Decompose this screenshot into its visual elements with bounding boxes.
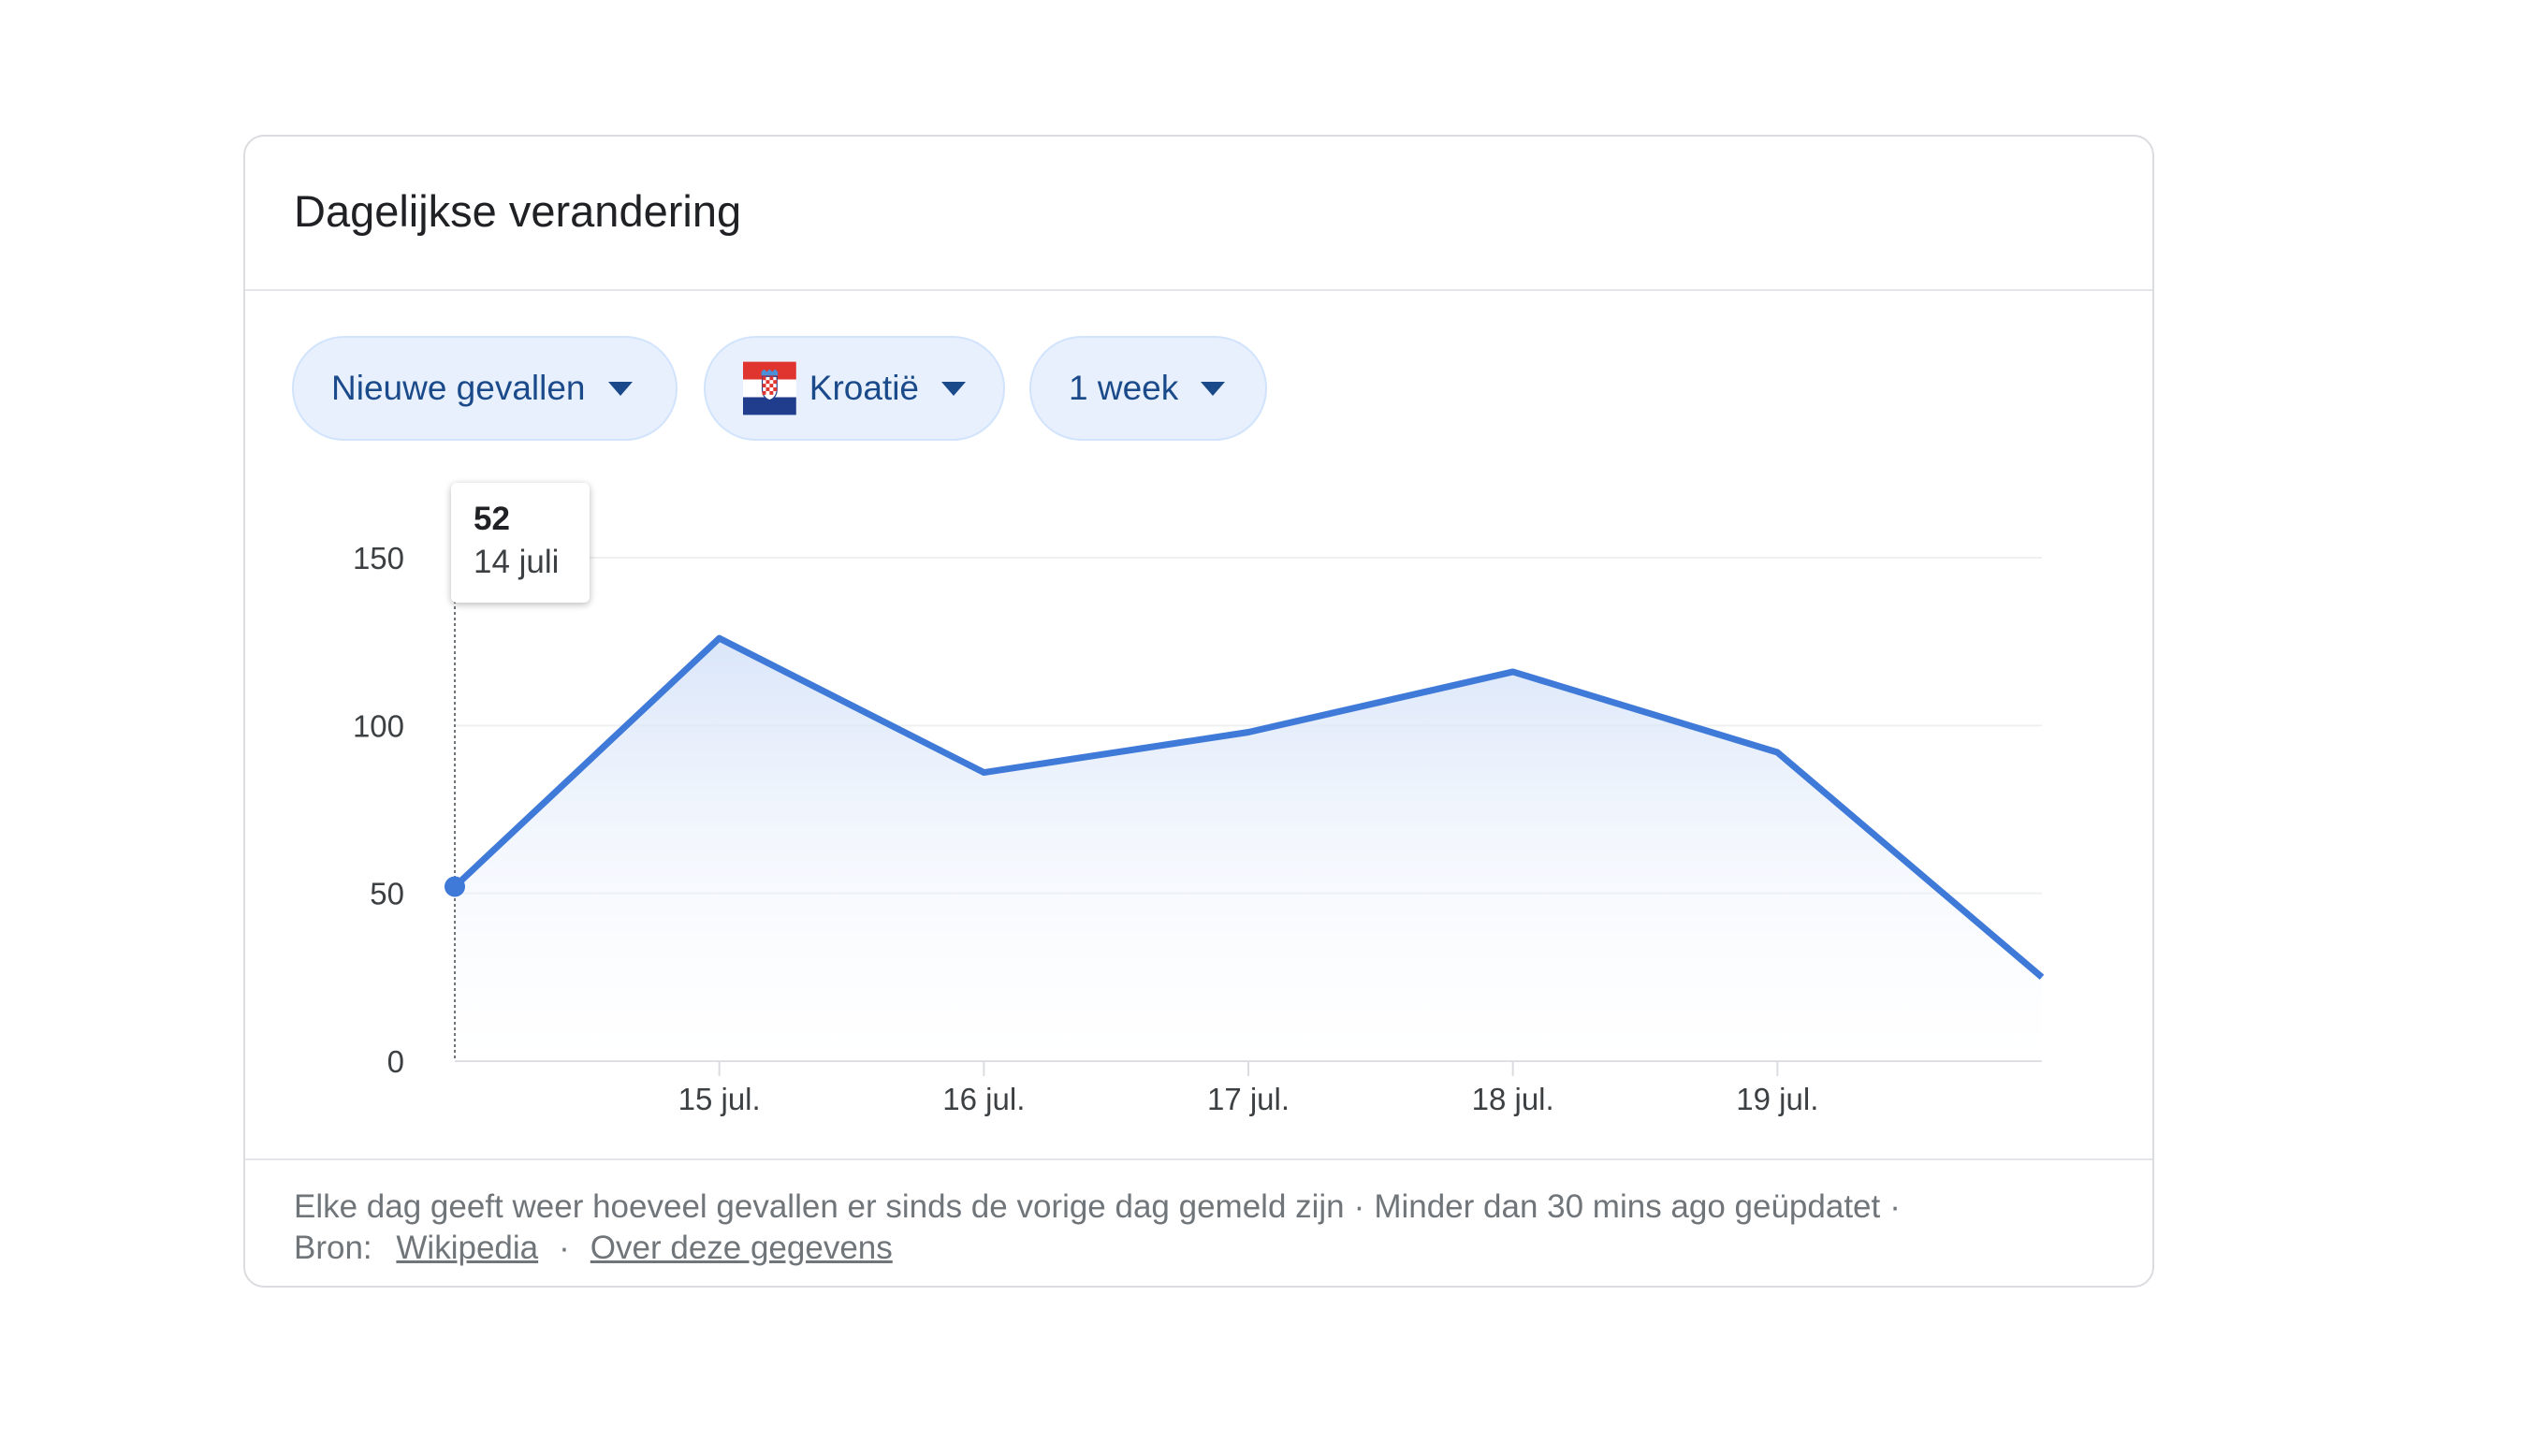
series-line bbox=[452, 634, 2045, 980]
chart-area[interactable]: 0 50 100 150 15 jul. 16 jul. 17 jul. 18 jul. 19… bbox=[245, 137, 2156, 1289]
chart-tooltip: 52 14 juli bbox=[451, 483, 590, 603]
range-dropdown[interactable]: 1 week bbox=[1029, 336, 1267, 441]
footer-separator: · bbox=[559, 1230, 570, 1266]
data-point[interactable] bbox=[970, 760, 997, 786]
x-tick-label: 15 jul. bbox=[678, 1082, 761, 1116]
x-tick-label: 16 jul. bbox=[942, 1082, 1025, 1116]
caret-down-icon bbox=[1201, 381, 1226, 396]
footer-updated: Minder dan 30 mins ago geüpdatet bbox=[1374, 1188, 1881, 1225]
x-tick-label: 18 jul. bbox=[1472, 1082, 1554, 1116]
metric-dropdown-label: Nieuwe gevallen bbox=[331, 369, 586, 407]
footer-source-label: Bron: bbox=[294, 1230, 372, 1266]
country-dropdown[interactable]: Kroatië bbox=[704, 336, 1005, 441]
metric-dropdown[interactable]: Nieuwe gevallen bbox=[292, 336, 678, 441]
y-tick-label: 100 bbox=[353, 708, 404, 743]
x-tick-label: 17 jul. bbox=[1207, 1082, 1290, 1116]
data-point[interactable] bbox=[1764, 739, 1790, 765]
series-area bbox=[455, 638, 2042, 1061]
caret-down-icon bbox=[941, 381, 966, 396]
country-dropdown-label: Kroatië bbox=[809, 369, 919, 407]
y-tick-label: 0 bbox=[387, 1044, 404, 1079]
footer-separator: · bbox=[1353, 1188, 1365, 1225]
x-tick-label: 19 jul. bbox=[1736, 1082, 1818, 1116]
y-tick-label: 50 bbox=[370, 877, 404, 911]
footer-text: Elke dag geeft weer hoeveel gevallen er … bbox=[294, 1187, 2109, 1269]
footer-description: Elke dag geeft weer hoeveel gevallen er … bbox=[294, 1188, 1345, 1225]
range-dropdown-label: 1 week bbox=[1069, 369, 1179, 407]
card-header: Dagelijkse verandering bbox=[245, 137, 2152, 291]
caret-down-icon bbox=[607, 381, 633, 396]
data-point[interactable] bbox=[2029, 964, 2055, 990]
y-tick-label: 150 bbox=[353, 541, 404, 575]
tooltip-date: 14 juli bbox=[474, 544, 560, 580]
wikipedia-link[interactable]: Wikipedia bbox=[396, 1230, 539, 1266]
card-title: Dagelijkse verandering bbox=[294, 186, 742, 236]
daily-change-card: Dagelijkse verandering Nieuwe gevallen bbox=[243, 135, 2154, 1288]
data-point[interactable] bbox=[1500, 659, 1526, 685]
footer-separator: · bbox=[1889, 1188, 1901, 1225]
highlighted-point[interactable] bbox=[445, 876, 465, 897]
about-data-link[interactable]: Over deze gegevens bbox=[590, 1230, 893, 1266]
data-point[interactable] bbox=[707, 625, 733, 651]
tooltip-value: 52 bbox=[474, 501, 510, 537]
cases-line-chart[interactable]: 0 50 100 150 15 jul. 16 jul. 17 jul. 18 jul. 19… bbox=[245, 137, 2156, 1289]
croatia-flag-icon bbox=[743, 361, 796, 415]
card-footer: Elke dag geeft weer hoeveel gevallen er … bbox=[245, 1158, 2152, 1289]
data-point[interactable] bbox=[1235, 720, 1261, 746]
